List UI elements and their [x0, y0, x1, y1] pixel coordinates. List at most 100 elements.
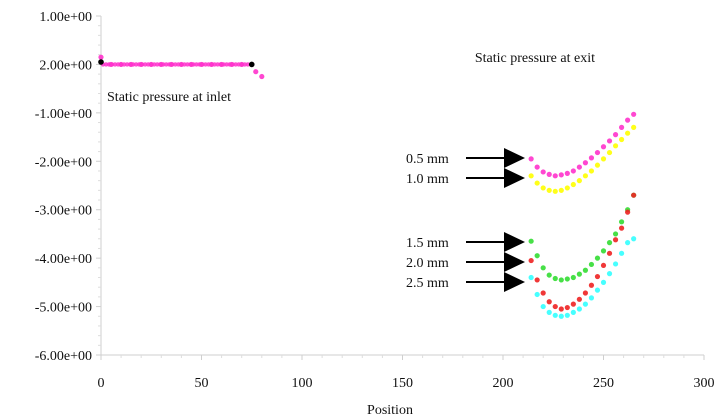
data-point-inlet-plateau — [133, 62, 139, 67]
legend-label: 2.0 mm — [406, 256, 449, 271]
data-point-inlet-plateau — [212, 62, 217, 67]
legend: 0.5 mm 1.0 mm 1.5 mm 2.0 mm 2.5 mm — [406, 148, 525, 292]
data-point-series-3 — [618, 225, 625, 231]
annotation-exit: Static pressure at exit — [475, 51, 595, 66]
x-tick-label: 50 — [195, 376, 209, 391]
x-tick-label: 150 — [392, 376, 413, 391]
data-point-series-0 — [588, 155, 595, 161]
data-point-inlet-plateau — [224, 62, 229, 67]
data-point-inlet-plateau — [130, 62, 136, 67]
data-point-series-4 — [625, 240, 631, 246]
data-point-series-0 — [582, 160, 589, 166]
legend-arrow-icon — [504, 252, 525, 272]
legend-label: 0.5 mm — [406, 152, 449, 167]
data-point-series-4 — [618, 250, 625, 256]
data-point-series-0 — [528, 156, 534, 162]
data-point-series-4 — [576, 306, 582, 312]
data-point-series-1 — [564, 185, 570, 191]
data-point-series-3 — [631, 192, 637, 198]
data-point-series-3 — [534, 277, 540, 283]
data-point-series-0 — [600, 144, 607, 150]
data-point-inlet-plateau — [230, 62, 235, 67]
data-point-series-3 — [558, 306, 564, 312]
legend-label: 1.5 mm — [406, 236, 449, 251]
data-point-series-3 — [570, 301, 576, 307]
data-point-inlet-plateau — [191, 62, 196, 67]
data-point-black — [98, 59, 104, 65]
data-point-series-2 — [594, 255, 601, 261]
data-point-inlet-plateau — [124, 62, 130, 67]
data-point-series-1 — [552, 188, 558, 194]
legend-label: 1.0 mm — [406, 172, 449, 187]
data-point-series-1 — [576, 178, 582, 184]
data-point-series-4 — [558, 313, 564, 319]
data-point-series-2 — [588, 261, 595, 268]
data-point-series-0 — [576, 164, 582, 170]
data-point-series-0 — [546, 171, 552, 177]
data-point-inlet-plateau — [143, 62, 148, 67]
data-point-series-2 — [552, 275, 558, 282]
data-point-inlet-plateau — [146, 62, 151, 67]
data-point-inlet-plateau — [149, 62, 154, 67]
legend-arrow-icon — [504, 168, 525, 188]
data-point-series-3 — [625, 209, 631, 215]
data-point-inlet-plateau — [194, 62, 199, 67]
data-point-inlet-plateau — [121, 62, 127, 67]
data-point-inlet-plateau — [197, 62, 202, 67]
data-point-series-4 — [612, 261, 619, 267]
y-tick-label: 2.00e+00 — [39, 58, 92, 73]
data-point-inlet-plateau — [233, 62, 238, 67]
data-point-series-3 — [594, 273, 601, 280]
data-point-series-2 — [540, 265, 546, 271]
legend-arrow-icon — [504, 148, 525, 168]
x-tick-label: 100 — [292, 376, 313, 391]
data-point-series-0 — [618, 124, 625, 130]
x-tick-label: 250 — [593, 376, 614, 391]
data-point-series-4 — [540, 303, 546, 310]
data-point-series-2 — [600, 248, 607, 254]
data-point-inlet-plateau — [118, 62, 124, 67]
data-point-series-2 — [618, 219, 625, 225]
data-point-series-3 — [564, 304, 570, 311]
data-point-inlet-plateau — [179, 62, 184, 67]
data-point-series-0 — [259, 73, 265, 80]
legend-arrow-icon — [504, 232, 525, 252]
data-point-series-0 — [540, 169, 546, 175]
data-point-series-1 — [528, 173, 534, 179]
data-point-series-0 — [606, 138, 613, 144]
data-point-series-4 — [600, 279, 607, 285]
x-tick-label: 200 — [493, 376, 514, 391]
data-point-series-4 — [594, 287, 601, 293]
data-point-inlet-plateau — [188, 62, 193, 67]
data-point-series-0 — [534, 164, 540, 170]
data-point-series-1 — [600, 156, 607, 162]
data-point-series-4 — [588, 295, 595, 301]
data-point-inlet-plateau — [103, 62, 109, 67]
data-point-inlet-plateau — [176, 62, 181, 67]
data-point-inlet-plateau — [136, 62, 142, 67]
data-point-series-2 — [570, 274, 576, 281]
data-point-series-2 — [576, 271, 582, 277]
data-point-series-4 — [564, 312, 570, 318]
data-point-series-1 — [618, 136, 625, 143]
data-point-black — [248, 61, 255, 68]
data-point-series-1 — [546, 187, 552, 193]
data-point-inlet-plateau — [140, 62, 145, 67]
data-point-series-4 — [582, 301, 589, 307]
x-axis-title: Position — [367, 403, 413, 418]
y-tick-label: -3.00e+00 — [35, 204, 92, 219]
data-point-series-2 — [528, 238, 534, 244]
data-point-series-0 — [253, 69, 259, 75]
data-point-series-0 — [612, 132, 619, 138]
data-point-inlet-plateau — [236, 62, 241, 67]
data-point-inlet-plateau — [106, 62, 112, 67]
data-point-series-3 — [546, 299, 552, 305]
data-point-inlet-plateau — [127, 62, 133, 67]
data-point-series-0 — [564, 170, 570, 176]
data-point-inlet-plateau — [209, 62, 214, 67]
data-point-series-0 — [98, 54, 104, 60]
data-point-series-4 — [631, 236, 637, 242]
data-point-series-4 — [570, 309, 576, 315]
data-point-series-1 — [540, 185, 546, 191]
